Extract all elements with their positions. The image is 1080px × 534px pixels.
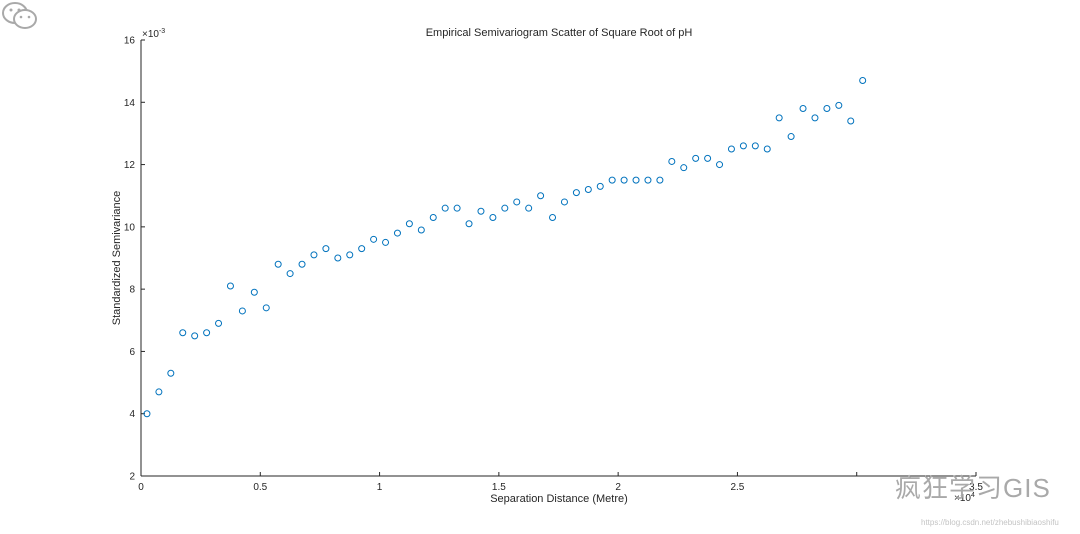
data-point (680, 164, 688, 172)
data-point (775, 114, 783, 122)
data-point (537, 192, 545, 200)
data-point (155, 388, 163, 396)
data-point (799, 105, 807, 113)
data-point (358, 245, 366, 253)
data-point (334, 254, 342, 262)
data-point (465, 220, 473, 228)
data-point (179, 329, 187, 337)
y-tick-label: 12 (124, 160, 136, 171)
data-point (751, 142, 759, 150)
x-axis-ticks: 0 0.5 1 1.5 2 2.5 3.5 (138, 472, 983, 493)
data-point (191, 332, 199, 340)
data-point (560, 198, 568, 206)
data-point (787, 133, 795, 141)
plot-axes (140, 40, 976, 477)
y-tick-label: 2 (129, 472, 135, 483)
data-point (238, 307, 246, 315)
data-point (727, 145, 735, 153)
data-point (274, 260, 282, 268)
data-point (250, 288, 258, 296)
data-point (286, 270, 294, 278)
x-tick-label: 1 (377, 482, 383, 493)
data-point (656, 176, 664, 184)
y-axis-ticks: 2 4 6 8 10 12 14 16 (124, 36, 145, 483)
data-point (143, 410, 151, 418)
x-tick-label: 2.5 (730, 482, 744, 493)
y-tick-label: 8 (129, 285, 135, 296)
data-point (739, 142, 747, 150)
data-point (704, 154, 712, 162)
y-tick-label: 14 (124, 98, 136, 109)
data-point (322, 245, 330, 253)
watermark-logo-text: 疯狂学习GIS (895, 473, 1051, 503)
data-point (262, 304, 270, 312)
watermark-url: https://blog.csdn.net/zhebushibiaoshifu (921, 518, 1059, 527)
data-point (405, 220, 413, 228)
x-tick-label: 3.5 (969, 482, 983, 493)
data-point (859, 76, 867, 84)
y-tick-label: 6 (129, 347, 135, 358)
data-point (668, 157, 676, 165)
data-point (489, 214, 497, 222)
data-point (453, 204, 461, 212)
x-tick-label: 0.5 (253, 482, 267, 493)
x-tick-label: 2 (615, 482, 621, 493)
x-axis-exponent: ×104 (954, 492, 975, 504)
chart-title: Empirical Semivariogram Scatter of Squar… (426, 27, 693, 39)
data-point (835, 101, 843, 109)
data-point (596, 182, 604, 190)
data-point (215, 319, 223, 327)
data-point (763, 145, 771, 153)
x-axis-label: Separation Distance (Metre) (490, 493, 628, 505)
data-point (477, 207, 485, 215)
data-point (847, 117, 855, 125)
x-exponent-base: ×10 (954, 493, 971, 504)
y-axis-exponent: ×10-3 (142, 28, 165, 40)
data-point (298, 260, 306, 268)
data-point (417, 226, 425, 234)
y-tick-label: 4 (129, 409, 135, 420)
data-point (429, 214, 437, 222)
data-point (811, 114, 819, 122)
x-tick-label: 1.5 (492, 482, 506, 493)
y-exponent-power: -3 (159, 28, 165, 35)
data-point (823, 105, 831, 113)
data-point (382, 238, 390, 246)
y-tick-label: 10 (124, 222, 136, 233)
data-point (310, 251, 318, 259)
y-tick-label: 16 (124, 36, 136, 47)
y-axis-label: Standardized Semivariance (111, 191, 123, 326)
data-point (346, 251, 354, 259)
data-point (513, 198, 521, 206)
data-point (584, 185, 592, 193)
data-point (525, 204, 533, 212)
data-point (692, 154, 700, 162)
data-point (572, 189, 580, 197)
data-point (441, 204, 449, 212)
data-point (549, 214, 557, 222)
x-exponent-power: 4 (971, 492, 975, 499)
data-point (203, 329, 211, 337)
data-points (143, 76, 867, 418)
data-point (608, 176, 616, 184)
data-point (501, 204, 509, 212)
x-tick-label: 0 (138, 482, 144, 493)
y-exponent-base: ×10 (142, 29, 159, 40)
data-point (167, 369, 175, 377)
data-point (644, 176, 652, 184)
data-point (632, 176, 640, 184)
data-point (370, 235, 378, 243)
wechat-icon (2, 2, 37, 29)
data-point (716, 161, 724, 169)
data-point (393, 229, 401, 237)
data-point (620, 176, 628, 184)
data-point (226, 282, 234, 290)
